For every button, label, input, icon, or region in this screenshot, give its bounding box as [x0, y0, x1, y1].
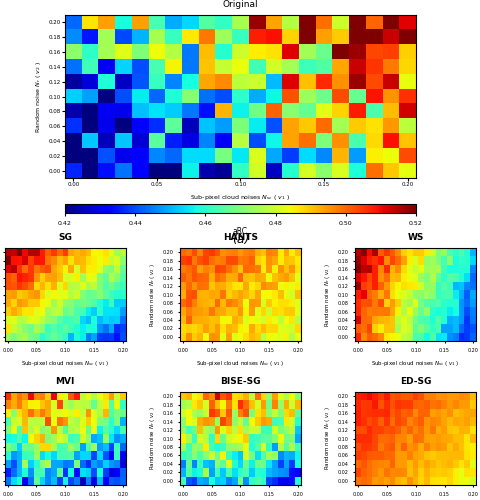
Title: WS: WS — [407, 233, 423, 242]
X-axis label: Sub-pixel cloud noises $N_{sc}$ ( $v_1$ ): Sub-pixel cloud noises $N_{sc}$ ( $v_1$ … — [196, 358, 284, 368]
Title: BISE-SG: BISE-SG — [220, 377, 260, 386]
Y-axis label: Random noise $N_r$ ( $v_2$ ): Random noise $N_r$ ( $v_2$ ) — [322, 263, 331, 326]
X-axis label: Sub-pixel cloud noises $N_{sc}$ ( $v_1$ ): Sub-pixel cloud noises $N_{sc}$ ( $v_1$ … — [21, 358, 109, 368]
Y-axis label: Random noise $N_r$ ( $v_2$ ): Random noise $N_r$ ( $v_2$ ) — [147, 406, 156, 470]
Title: Original: Original — [222, 0, 258, 8]
X-axis label: aRC: aRC — [232, 228, 248, 236]
Title: ED-SG: ED-SG — [399, 377, 431, 386]
X-axis label: Sub-pixel cloud noises $N_{sc}$ ( $v_1$ ): Sub-pixel cloud noises $N_{sc}$ ( $v_1$ … — [371, 358, 459, 368]
Y-axis label: Random noise $N_r$ ( $v_2$ ): Random noise $N_r$ ( $v_2$ ) — [34, 60, 43, 132]
X-axis label: Sub-pixel cloud noises $N_{sc}$ ( $v_1$ ): Sub-pixel cloud noises $N_{sc}$ ( $v_1$ … — [190, 193, 290, 202]
Text: (a): (a) — [231, 234, 249, 246]
Title: MVI: MVI — [56, 377, 75, 386]
Title: SG: SG — [58, 233, 72, 242]
Y-axis label: Random noise $N_r$ ( $v_2$ ): Random noise $N_r$ ( $v_2$ ) — [322, 406, 331, 470]
Y-axis label: Random noise $N_r$ ( $v_2$ ): Random noise $N_r$ ( $v_2$ ) — [147, 263, 156, 326]
Title: HANTS: HANTS — [223, 233, 257, 242]
